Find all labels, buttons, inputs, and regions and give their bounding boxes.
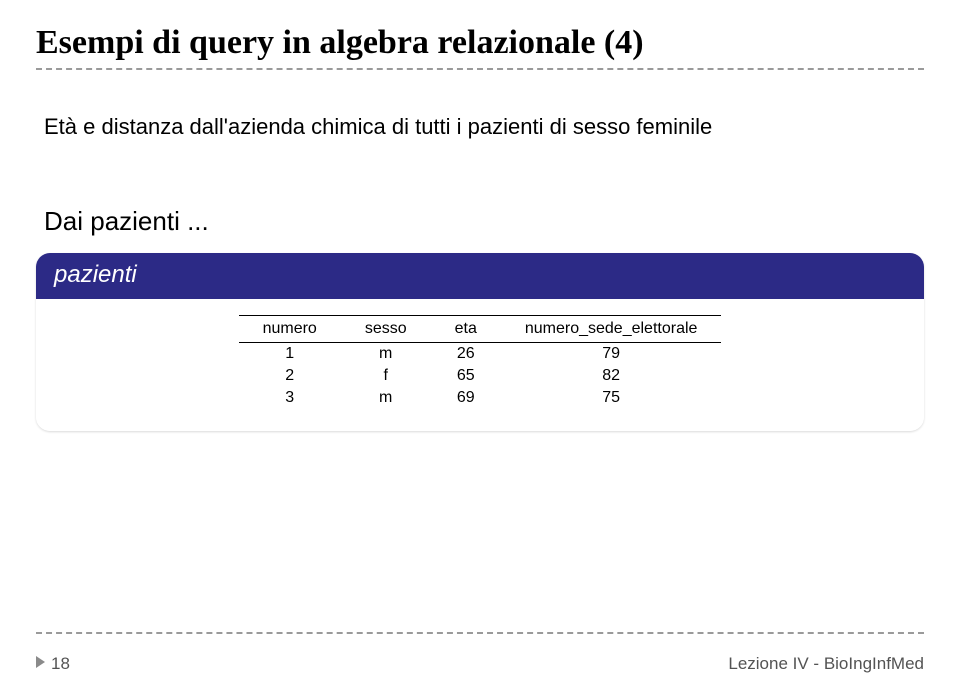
col-numero: numero bbox=[239, 315, 341, 342]
cell: f bbox=[341, 365, 431, 387]
cell: 82 bbox=[501, 365, 722, 387]
cell: m bbox=[341, 387, 431, 409]
cell: 69 bbox=[431, 387, 501, 409]
cell: 1 bbox=[239, 342, 341, 365]
query-description: Età e distanza dall'azienda chimica di t… bbox=[44, 112, 924, 142]
cell: 79 bbox=[501, 342, 722, 365]
slide-title: Esempi di query in algebra relazionale (… bbox=[36, 24, 924, 62]
table-row: 3 m 69 75 bbox=[239, 387, 722, 409]
col-sesso: sesso bbox=[341, 315, 431, 342]
lesson-label: Lezione IV - BioIngInfMed bbox=[728, 654, 924, 674]
col-numero-sede: numero_sede_elettorale bbox=[501, 315, 722, 342]
slide-footer: 18 Lezione IV - BioIngInfMed bbox=[36, 654, 924, 674]
table-row: 2 f 65 82 bbox=[239, 365, 722, 387]
page-number: 18 bbox=[36, 654, 70, 674]
cell: 75 bbox=[501, 387, 722, 409]
footer-divider bbox=[36, 632, 924, 634]
cell: 65 bbox=[431, 365, 501, 387]
pazienti-panel-header: pazienti bbox=[36, 253, 924, 299]
cell: 2 bbox=[239, 365, 341, 387]
cell: m bbox=[341, 342, 431, 365]
dai-pazienti-line: Dai pazienti ... bbox=[44, 206, 924, 237]
cell: 3 bbox=[239, 387, 341, 409]
col-eta: eta bbox=[431, 315, 501, 342]
pazienti-panel-body: numero sesso eta numero_sede_elettorale … bbox=[36, 299, 924, 431]
triangle-icon bbox=[36, 656, 45, 668]
cell: 26 bbox=[431, 342, 501, 365]
table-row: 1 m 26 79 bbox=[239, 342, 722, 365]
pazienti-panel: pazienti numero sesso eta numero_sede_el… bbox=[36, 253, 924, 431]
table-header-row: numero sesso eta numero_sede_elettorale bbox=[239, 315, 722, 342]
page-number-value: 18 bbox=[51, 654, 70, 673]
pazienti-table: numero sesso eta numero_sede_elettorale … bbox=[239, 315, 722, 409]
title-divider bbox=[36, 68, 924, 70]
